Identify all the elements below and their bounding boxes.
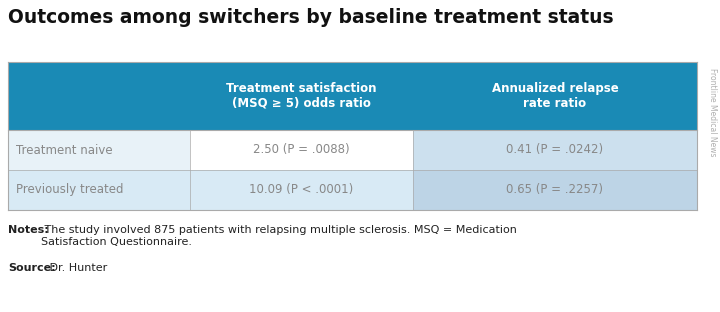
Text: 2.50 (P = .0088): 2.50 (P = .0088) xyxy=(253,144,350,157)
Text: Treatment naive: Treatment naive xyxy=(16,144,112,157)
Text: The study involved 875 patients with relapsing multiple sclerosis. MSQ = Medicat: The study involved 875 patients with rel… xyxy=(41,225,517,246)
Bar xyxy=(190,130,413,170)
Text: Dr. Hunter: Dr. Hunter xyxy=(46,263,107,273)
Bar xyxy=(413,130,697,170)
Bar xyxy=(8,62,697,130)
Bar xyxy=(8,130,190,170)
Bar xyxy=(8,170,190,210)
Text: 0.41 (P = .0242): 0.41 (P = .0242) xyxy=(506,144,603,157)
Text: Previously treated: Previously treated xyxy=(16,183,124,197)
Bar xyxy=(190,170,413,210)
Text: Outcomes among switchers by baseline treatment status: Outcomes among switchers by baseline tre… xyxy=(8,8,613,27)
Text: Treatment satisfaction
(MSQ ≥ 5) odds ratio: Treatment satisfaction (MSQ ≥ 5) odds ra… xyxy=(226,82,377,110)
Text: Source:: Source: xyxy=(8,263,55,273)
Text: Frontline Medical News: Frontline Medical News xyxy=(708,68,716,157)
Bar xyxy=(413,170,697,210)
Text: 10.09 (P < .0001): 10.09 (P < .0001) xyxy=(249,183,354,197)
Text: 0.65 (P = .2257): 0.65 (P = .2257) xyxy=(506,183,603,197)
Text: Annualized relapse
rate ratio: Annualized relapse rate ratio xyxy=(492,82,618,110)
Text: Notes:: Notes: xyxy=(8,225,49,235)
